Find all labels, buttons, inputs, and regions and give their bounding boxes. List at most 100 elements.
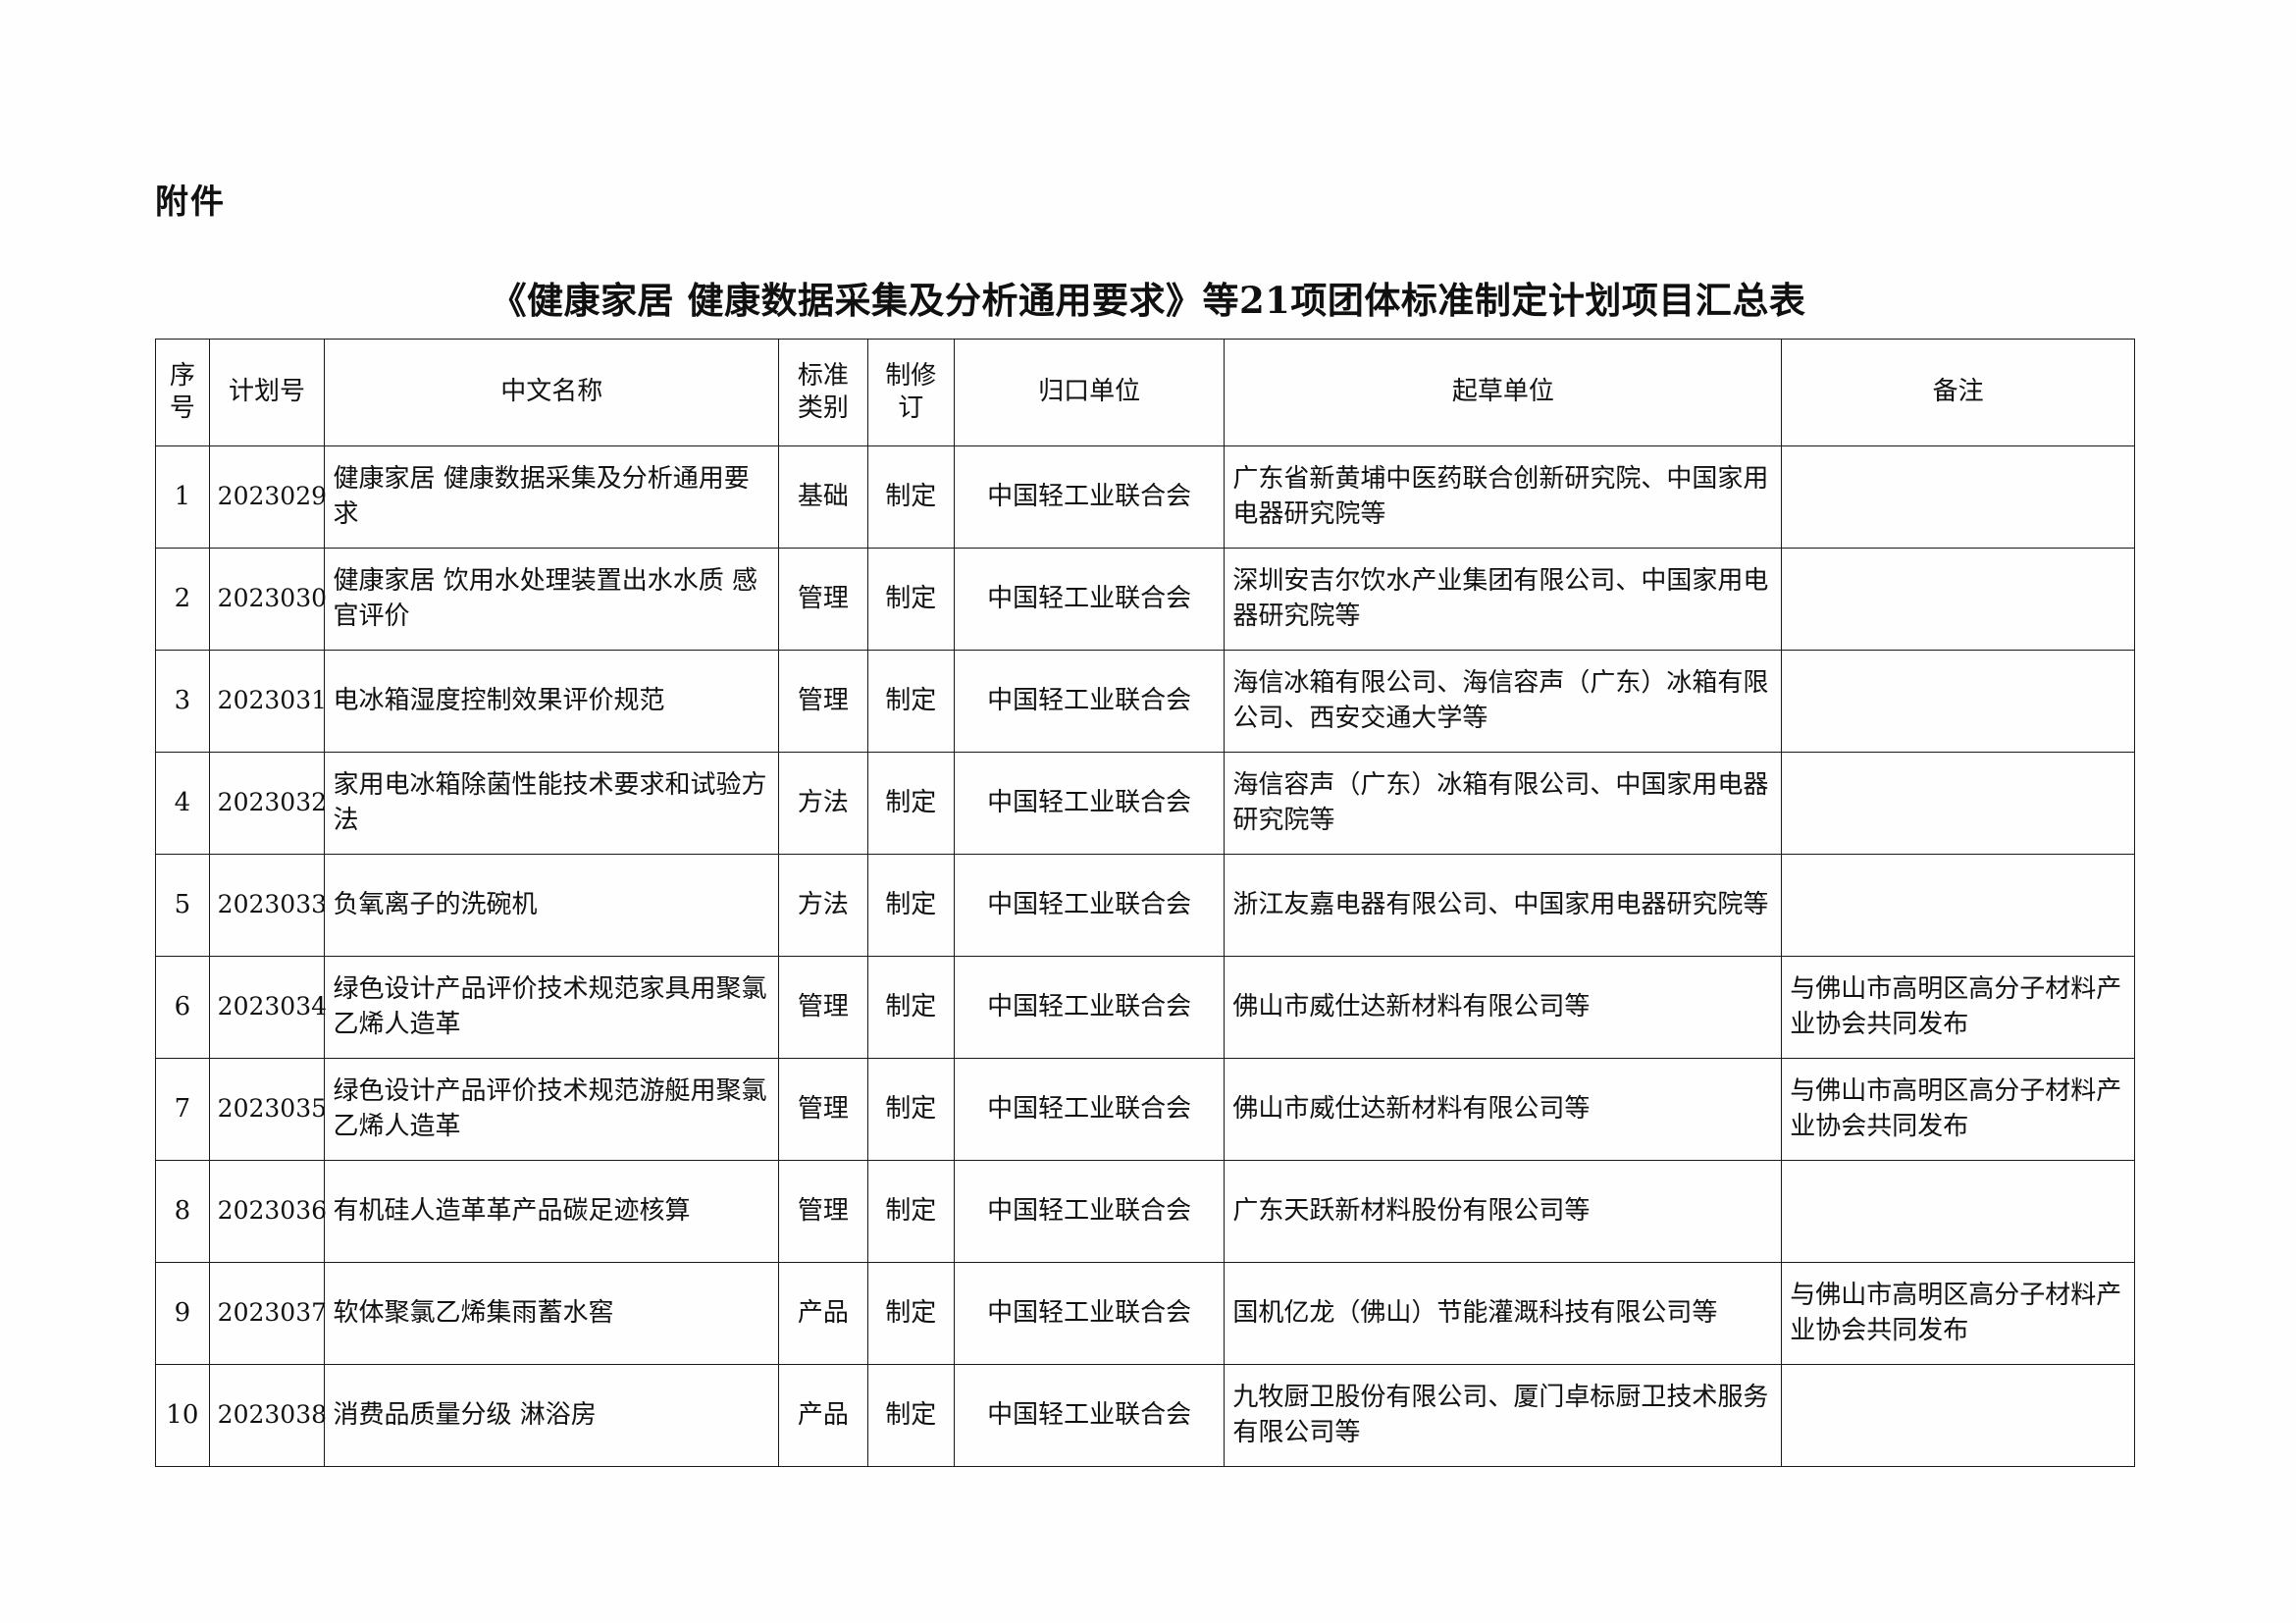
- cell-remark: 与佛山市高明区高分子材料产业协会共同发布: [1781, 1262, 2135, 1365]
- cell-revision-type: 制定: [866, 548, 955, 651]
- cell-remark: 与佛山市高明区高分子材料产业协会共同发布: [1781, 1058, 2135, 1161]
- cell-drafting-org: 深圳安吉尔饮水产业集团有限公司、中国家用电器研究院等: [1224, 548, 1783, 651]
- cell-revision-type: 制定: [866, 1364, 955, 1467]
- cell-revision-type: 制定: [866, 650, 955, 753]
- table-header-row: 序号 计划号 中文名称 标准类别 制修订 归口单位 起草单位 备注: [155, 339, 2135, 446]
- cell-drafting-org: 海信冰箱有限公司、海信容声（广东）冰箱有限公司、西安交通大学等: [1224, 650, 1783, 753]
- cell-drafting-org: 广东天跃新材料股份有限公司等: [1224, 1160, 1783, 1263]
- cell-chinese-name: 软体聚氯乙烯集雨蓄水窖: [324, 1262, 780, 1365]
- cell-responsible-org: 中国轻工业联合会: [953, 956, 1226, 1059]
- cell-remark: [1781, 1160, 2135, 1263]
- column-header-standard-category: 标准类别: [778, 339, 868, 446]
- cell-revision-type: 制定: [866, 854, 955, 957]
- attachment-label: 附件: [155, 183, 226, 222]
- cell-responsible-org: 中国轻工业联合会: [953, 854, 1226, 957]
- cell-chinese-name: 电冰箱湿度控制效果评价规范: [324, 650, 780, 753]
- cell-remark: [1781, 752, 2135, 855]
- cell-plan-no: 2023034: [208, 956, 327, 1059]
- cell-remark: [1781, 548, 2135, 651]
- cell-revision-type: 制定: [866, 956, 955, 1059]
- cell-responsible-org: 中国轻工业联合会: [953, 650, 1226, 753]
- cell-drafting-org: 浙江友嘉电器有限公司、中国家用电器研究院等: [1224, 854, 1783, 957]
- cell-plan-no: 2023035: [208, 1058, 327, 1161]
- cell-plan-no: 2023038: [208, 1364, 327, 1467]
- table-header: 序号 计划号 中文名称 标准类别 制修订 归口单位 起草单位 备注: [155, 339, 2135, 446]
- cell-chinese-name: 健康家居 健康数据采集及分析通用要求: [324, 445, 780, 549]
- cell-responsible-org: 中国轻工业联合会: [953, 548, 1226, 651]
- cell-index: 2: [155, 548, 210, 651]
- cell-standard-category: 管理: [778, 548, 868, 651]
- page-title: 《健康家居 健康数据采集及分析通用要求》等21项团体标准制定计划项目汇总表: [490, 279, 1806, 322]
- column-header-drafting-org: 起草单位: [1224, 339, 1783, 446]
- table-row: 10 2023038 消费品质量分级 淋浴房 产品 制定 中国轻工业联合会 九牧厨卫股份有限…: [155, 1364, 2135, 1467]
- cell-drafting-org: 广东省新黄埔中医药联合创新研究院、中国家用电器研究院等: [1224, 445, 1783, 549]
- table-row: 4 2023032 家用电冰箱除菌性能技术要求和试验方法 方法 制定 中国轻工业联合会 海信…: [155, 752, 2135, 855]
- cell-chinese-name: 健康家居 饮用水处理装置出水水质 感官评价: [324, 548, 780, 651]
- cell-index: 6: [155, 956, 210, 1059]
- cell-remark: [1781, 1364, 2135, 1467]
- cell-responsible-org: 中国轻工业联合会: [953, 752, 1226, 855]
- cell-drafting-org: 九牧厨卫股份有限公司、厦门卓标厨卫技术服务有限公司等: [1224, 1364, 1783, 1467]
- cell-drafting-org: 佛山市威仕达新材料有限公司等: [1224, 1058, 1783, 1161]
- cell-index: 10: [155, 1364, 210, 1467]
- cell-responsible-org: 中国轻工业联合会: [953, 445, 1226, 549]
- cell-chinese-name: 负氧离子的洗碗机: [324, 854, 780, 957]
- cell-plan-no: 2023037: [208, 1262, 327, 1365]
- table-row: 2 2023030 健康家居 饮用水处理装置出水水质 感官评价 管理 制定 中国轻工业联合…: [155, 548, 2135, 651]
- cell-responsible-org: 中国轻工业联合会: [953, 1262, 1226, 1365]
- cell-index: 8: [155, 1160, 210, 1263]
- cell-standard-category: 基础: [778, 445, 868, 549]
- cell-index: 4: [155, 752, 210, 855]
- table-row: 5 2023033 负氧离子的洗碗机 方法 制定 中国轻工业联合会 浙江友嘉电器有限公司、中…: [155, 854, 2135, 957]
- cell-index: 7: [155, 1058, 210, 1161]
- cell-chinese-name: 有机硅人造革革产品碳足迹核算: [324, 1160, 780, 1263]
- cell-revision-type: 制定: [866, 1262, 955, 1365]
- cell-revision-type: 制定: [866, 1160, 955, 1263]
- cell-remark: [1781, 650, 2135, 753]
- cell-drafting-org: 佛山市威仕达新材料有限公司等: [1224, 956, 1783, 1059]
- cell-plan-no: 2023033: [208, 854, 327, 957]
- cell-plan-no: 2023030: [208, 548, 327, 651]
- column-header-revision-type: 制修订: [866, 339, 955, 446]
- cell-responsible-org: 中国轻工业联合会: [953, 1058, 1226, 1161]
- cell-remark: 与佛山市高明区高分子材料产业协会共同发布: [1781, 956, 2135, 1059]
- column-header-chinese-name: 中文名称: [324, 339, 780, 446]
- cell-plan-no: 2023032: [208, 752, 327, 855]
- cell-revision-type: 制定: [866, 1058, 955, 1161]
- cell-drafting-org: 国机亿龙（佛山）节能灌溉科技有限公司等: [1224, 1262, 1783, 1365]
- table-row: 6 2023034 绿色设计产品评价技术规范家具用聚氯乙烯人造革 管理 制定 中国轻工业联…: [155, 956, 2135, 1059]
- cell-index: 1: [155, 445, 210, 549]
- column-header-index: 序号: [155, 339, 210, 446]
- cell-chinese-name: 家用电冰箱除菌性能技术要求和试验方法: [324, 752, 780, 855]
- cell-chinese-name: 消费品质量分级 淋浴房: [324, 1364, 780, 1467]
- cell-index: 3: [155, 650, 210, 753]
- cell-standard-category: 方法: [778, 854, 868, 957]
- cell-revision-type: 制定: [866, 445, 955, 549]
- summary-table-container: 序号 计划号 中文名称 标准类别 制修订 归口单位 起草单位 备注 1 20230…: [155, 339, 2135, 1467]
- cell-plan-no: 2023029: [208, 445, 327, 549]
- table-body: 1 2023029 健康家居 健康数据采集及分析通用要求 基础 制定 中国轻工业联合会 广东…: [155, 445, 2135, 1467]
- cell-standard-category: 方法: [778, 752, 868, 855]
- cell-responsible-org: 中国轻工业联合会: [953, 1160, 1226, 1263]
- table-row: 1 2023029 健康家居 健康数据采集及分析通用要求 基础 制定 中国轻工业联合会 广东…: [155, 445, 2135, 549]
- cell-plan-no: 2023036: [208, 1160, 327, 1263]
- cell-plan-no: 2023031: [208, 650, 327, 753]
- cell-index: 5: [155, 854, 210, 957]
- column-header-responsible-org: 归口单位: [953, 339, 1226, 446]
- cell-standard-category: 管理: [778, 1160, 868, 1263]
- column-header-plan-no: 计划号: [208, 339, 326, 446]
- cell-standard-category: 产品: [778, 1364, 868, 1467]
- standards-summary-table: 序号 计划号 中文名称 标准类别 制修订 归口单位 起草单位 备注 1 20230…: [155, 339, 2135, 1467]
- cell-standard-category: 产品: [778, 1262, 868, 1365]
- cell-responsible-org: 中国轻工业联合会: [953, 1364, 1226, 1467]
- cell-revision-type: 制定: [866, 752, 955, 855]
- cell-index: 9: [155, 1262, 210, 1365]
- cell-standard-category: 管理: [778, 650, 868, 753]
- cell-standard-category: 管理: [778, 1058, 868, 1161]
- table-row: 9 2023037 软体聚氯乙烯集雨蓄水窖 产品 制定 中国轻工业联合会 国机亿龙（佛山）节…: [155, 1262, 2135, 1365]
- table-row: 3 2023031 电冰箱湿度控制效果评价规范 管理 制定 中国轻工业联合会 海信冰箱有限公…: [155, 650, 2135, 753]
- cell-chinese-name: 绿色设计产品评价技术规范游艇用聚氯乙烯人造革: [324, 1058, 780, 1161]
- table-row: 7 2023035 绿色设计产品评价技术规范游艇用聚氯乙烯人造革 管理 制定 中国轻工业联…: [155, 1058, 2135, 1161]
- cell-drafting-org: 海信容声（广东）冰箱有限公司、中国家用电器研究院等: [1224, 752, 1783, 855]
